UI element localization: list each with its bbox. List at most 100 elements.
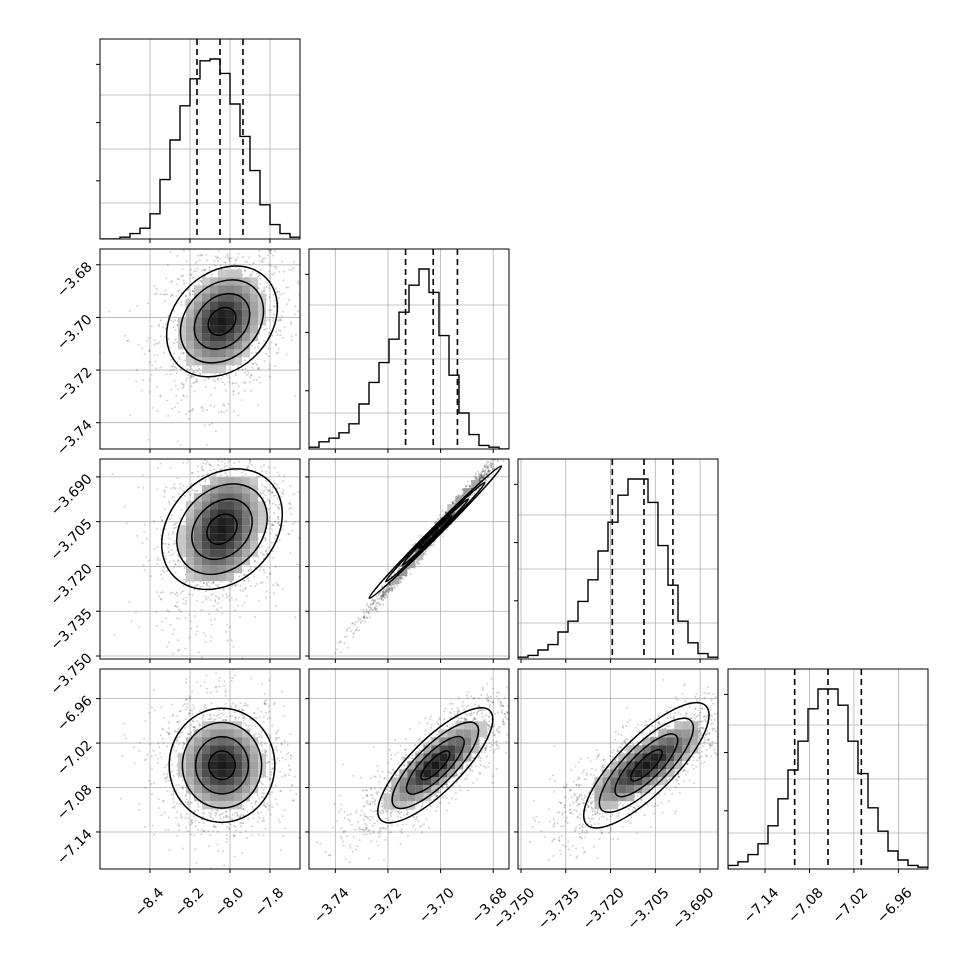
scatter-point bbox=[209, 469, 211, 471]
scatter-point bbox=[267, 456, 269, 458]
scatter-point bbox=[262, 444, 264, 446]
scatter-point bbox=[182, 598, 184, 600]
scatter-point bbox=[247, 811, 249, 813]
scatter-point bbox=[144, 569, 146, 571]
scatter-point bbox=[278, 348, 280, 350]
scatter-point bbox=[265, 353, 267, 355]
scatter-point bbox=[144, 826, 146, 828]
scatter-point bbox=[274, 218, 276, 220]
scatter-point bbox=[150, 783, 152, 785]
scatter-point bbox=[249, 264, 251, 266]
scatter-point bbox=[497, 456, 499, 458]
scatter-point bbox=[412, 544, 414, 546]
scatter-point bbox=[143, 738, 145, 740]
scatter-point bbox=[484, 466, 486, 468]
scatter-point bbox=[275, 235, 277, 237]
scatter-point bbox=[227, 461, 229, 463]
scatter-point bbox=[176, 606, 178, 608]
scatter-point bbox=[174, 527, 176, 529]
scatter-point bbox=[453, 500, 455, 502]
scatter-point bbox=[168, 538, 170, 540]
scatter-point bbox=[267, 490, 269, 492]
scatter-point bbox=[183, 282, 185, 284]
scatter-point bbox=[210, 394, 212, 396]
scatter-point bbox=[163, 571, 165, 573]
scatter-point bbox=[376, 595, 378, 597]
density-cell bbox=[226, 285, 234, 293]
scatter-point bbox=[157, 467, 159, 469]
scatter-point bbox=[169, 554, 171, 556]
scatter-point bbox=[254, 347, 256, 349]
scatter-point bbox=[225, 390, 227, 392]
scatter-point bbox=[211, 702, 213, 704]
scatter-point bbox=[149, 379, 151, 381]
density-cell bbox=[242, 293, 250, 301]
scatter-point bbox=[240, 456, 242, 458]
scatter-point bbox=[235, 599, 237, 601]
scatter-point bbox=[190, 268, 192, 270]
scatter-point bbox=[271, 724, 273, 726]
scatter-point bbox=[282, 489, 284, 491]
scatter-point bbox=[286, 353, 288, 355]
scatter-point bbox=[173, 748, 175, 750]
scatter-point bbox=[183, 352, 185, 354]
scatter-point bbox=[169, 467, 171, 469]
scatter-point bbox=[486, 473, 488, 475]
scatter-point bbox=[173, 566, 175, 568]
scatter-point bbox=[258, 333, 260, 335]
scatter-point bbox=[238, 576, 240, 578]
scatter-point bbox=[224, 466, 226, 468]
scatter-point bbox=[271, 791, 273, 793]
scatter-point bbox=[217, 584, 219, 586]
scatter-point bbox=[245, 724, 247, 726]
scatter-point bbox=[359, 618, 361, 620]
scatter-point bbox=[263, 486, 265, 488]
scatter-point bbox=[271, 342, 273, 344]
scatter-point bbox=[190, 368, 192, 370]
scatter-point bbox=[175, 447, 177, 449]
scatter-point bbox=[239, 585, 241, 587]
scatter-point bbox=[172, 531, 174, 533]
scatter-point bbox=[363, 616, 365, 618]
scatter-point bbox=[181, 304, 183, 306]
scatter-point bbox=[202, 601, 204, 603]
density-cell bbox=[186, 517, 194, 525]
scatter-point bbox=[187, 418, 189, 420]
density-cell bbox=[186, 349, 194, 357]
scatter-point bbox=[274, 520, 276, 522]
scatter-point bbox=[278, 297, 280, 299]
scatter-point bbox=[238, 708, 240, 710]
scatter-point bbox=[294, 521, 296, 523]
scatter-point bbox=[272, 320, 274, 322]
scatter-point bbox=[244, 702, 246, 704]
scatter-point bbox=[381, 595, 383, 597]
scatter-point bbox=[247, 570, 249, 572]
density-cell bbox=[242, 493, 250, 501]
scatter-point bbox=[156, 591, 158, 593]
scatter-point bbox=[457, 494, 459, 496]
scatter-point bbox=[356, 629, 358, 631]
density-cell bbox=[234, 285, 242, 293]
scatter-point bbox=[399, 577, 401, 579]
scatter-point bbox=[255, 433, 257, 435]
scatter-point bbox=[222, 456, 224, 458]
density-cell bbox=[218, 525, 226, 533]
scatter-point bbox=[490, 462, 492, 464]
scatter-point bbox=[283, 326, 285, 328]
scatter-point bbox=[174, 540, 176, 542]
scatter-point bbox=[162, 591, 164, 593]
scatter-point bbox=[367, 605, 369, 607]
scatter-point bbox=[523, 429, 525, 431]
scatter-point bbox=[325, 661, 327, 663]
scatter-point bbox=[215, 664, 217, 666]
scatter-point bbox=[263, 554, 265, 556]
scatter-point bbox=[190, 628, 192, 630]
scatter-point bbox=[217, 379, 219, 381]
scatter-point bbox=[296, 563, 298, 565]
scatter-point bbox=[168, 611, 170, 613]
scatter-point bbox=[497, 452, 499, 454]
scatter-point bbox=[259, 491, 261, 493]
scatter-point bbox=[250, 374, 252, 376]
scatter-point bbox=[211, 624, 213, 626]
scatter-point bbox=[259, 260, 261, 262]
